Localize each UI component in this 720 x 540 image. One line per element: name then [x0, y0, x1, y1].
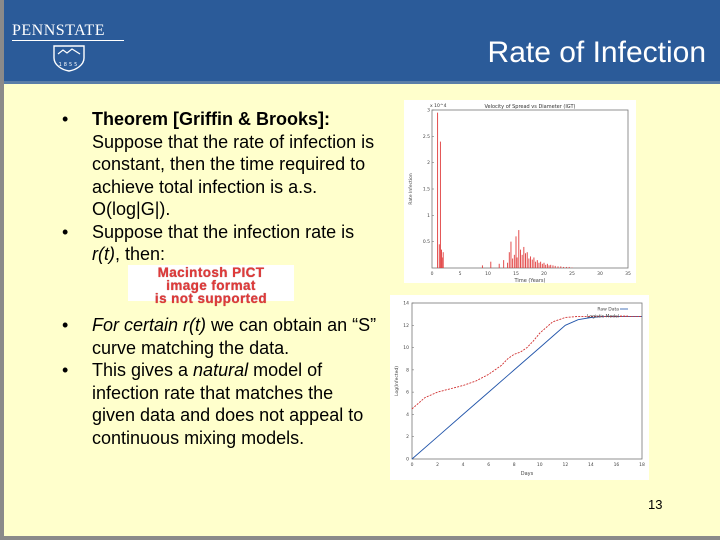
velocity-chart-svg: Velocity of Spread vs Diameter (IGT) x 10… [408, 103, 631, 284]
bullet-text-post: , then: [114, 244, 166, 264]
s-curve-chart: 0 2 4 6 8 10 12 14 16 18 0 2 4 6 8 10 12 14 Days Log(Infect… [390, 295, 649, 480]
slide-header: PENNSTATE 1855 Rate of Infection [4, 0, 720, 84]
bullet-text-post: model of infection rate that matches the… [92, 360, 364, 448]
theorem-text: Suppose that the rate of infection is co… [92, 131, 375, 220]
slide-title: Rate of Infection [487, 36, 706, 69]
y-axis-label: Log(Infected) [394, 366, 400, 396]
x-tick-label: 14 [588, 462, 594, 468]
y-axis-label: Rate Infection [408, 173, 414, 205]
pennstate-shield-icon: 1855 [53, 45, 85, 72]
pennstate-logo: PENNSTATE [12, 22, 105, 39]
theorem-label: Theorem [Griffin & Brooks]: [92, 109, 331, 129]
bullet-theorem: Theorem [Griffin & Brooks]: Suppose that… [62, 108, 377, 221]
x-tick-label: 12 [562, 462, 568, 468]
bullet-list-top: Theorem [Griffin & Brooks]: Suppose that… [62, 108, 377, 266]
y-tick-label: 8 [406, 367, 409, 373]
bullet-s-curve: For certain r(t) we can obtain an “S” cu… [62, 314, 377, 359]
x-tick-label: 4 [462, 462, 465, 468]
x-tick-label: 6 [487, 462, 490, 468]
x-tick-label: 10 [485, 271, 491, 277]
series-line [411, 315, 642, 410]
chart-title: Velocity of Spread vs Diameter (IGT) [484, 104, 575, 110]
y-tick-label: 10 [403, 345, 409, 351]
x-axis-label: Time (Years) [514, 278, 546, 283]
x-tick-label: 2 [436, 462, 439, 468]
x-tick-label: 8 [513, 462, 516, 468]
s-curve-chart-svg: 0 2 4 6 8 10 12 14 16 18 0 2 4 6 8 10 12 14 Days Log(Infect… [394, 301, 645, 478]
y-tick-label: 0 [406, 457, 409, 463]
plot-frame [431, 109, 629, 269]
bullet-text-italic: r(t) [92, 244, 115, 264]
y-tick-label: 2 [406, 434, 409, 440]
bullet-text-post: we can obtain an “S” curve matching the … [92, 315, 377, 358]
bullet-list-bottom: For certain r(t) we can obtain an “S” cu… [62, 314, 377, 449]
y-tick-label: 1 [427, 213, 430, 219]
page-number: 13 [648, 497, 663, 512]
legend-label: Raw Data [597, 307, 619, 313]
x-tick-label: 0 [431, 271, 434, 277]
logo-year: 1855 [59, 62, 80, 68]
y-tick-label: 0.5 [423, 239, 430, 245]
x-tick-label: 25 [569, 271, 575, 277]
x-tick-label: 0 [411, 462, 414, 468]
velocity-chart: Velocity of Spread vs Diameter (IGT) x 10… [404, 100, 636, 284]
x-axis-label: Days [521, 471, 534, 477]
bullet-natural-model: This gives a natural model of infection … [62, 359, 377, 449]
y-tick-label: 2 [427, 160, 430, 166]
y-tick-label: 2.5 [423, 134, 430, 140]
y-tick-label: 1.5 [423, 187, 430, 193]
y-multiplier: x 10^4 [430, 103, 447, 109]
x-tick-label: 30 [597, 271, 603, 277]
x-tick-label: 18 [639, 462, 645, 468]
pict-placeholder-image: Macintosh PICT image format is not suppo… [128, 265, 294, 306]
y-tick-label: 6 [406, 390, 409, 396]
pict-line: is not supported [154, 291, 268, 306]
legend-label: Logistic Model [587, 314, 619, 320]
x-tick-label: 5 [459, 271, 462, 277]
logo-divider [12, 40, 124, 41]
bullet-text-italic: natural [193, 360, 249, 380]
bullet-text-pre: This gives a [92, 360, 194, 380]
bullet-infection-rate: Suppose that the infection rate is r(t),… [62, 221, 377, 266]
bullet-text-pre: Suppose that the infection rate is [92, 221, 355, 242]
x-tick-label: 20 [541, 271, 547, 277]
y-tick-label: 4 [406, 412, 409, 418]
y-tick-label: 12 [403, 323, 409, 329]
plot-frame [411, 302, 643, 460]
bullet-text-italic: For certain r(t) [92, 315, 207, 335]
x-tick-label: 16 [614, 462, 620, 468]
y-tick-label: 3 [427, 108, 430, 114]
pict-line: Macintosh PICT [157, 265, 265, 280]
y-tick-label: 14 [403, 301, 409, 307]
x-tick-label: 15 [513, 271, 519, 277]
x-tick-label: 35 [625, 271, 631, 277]
series-line [411, 315, 642, 460]
x-tick-label: 10 [537, 462, 543, 468]
pict-line: image format [166, 278, 256, 293]
